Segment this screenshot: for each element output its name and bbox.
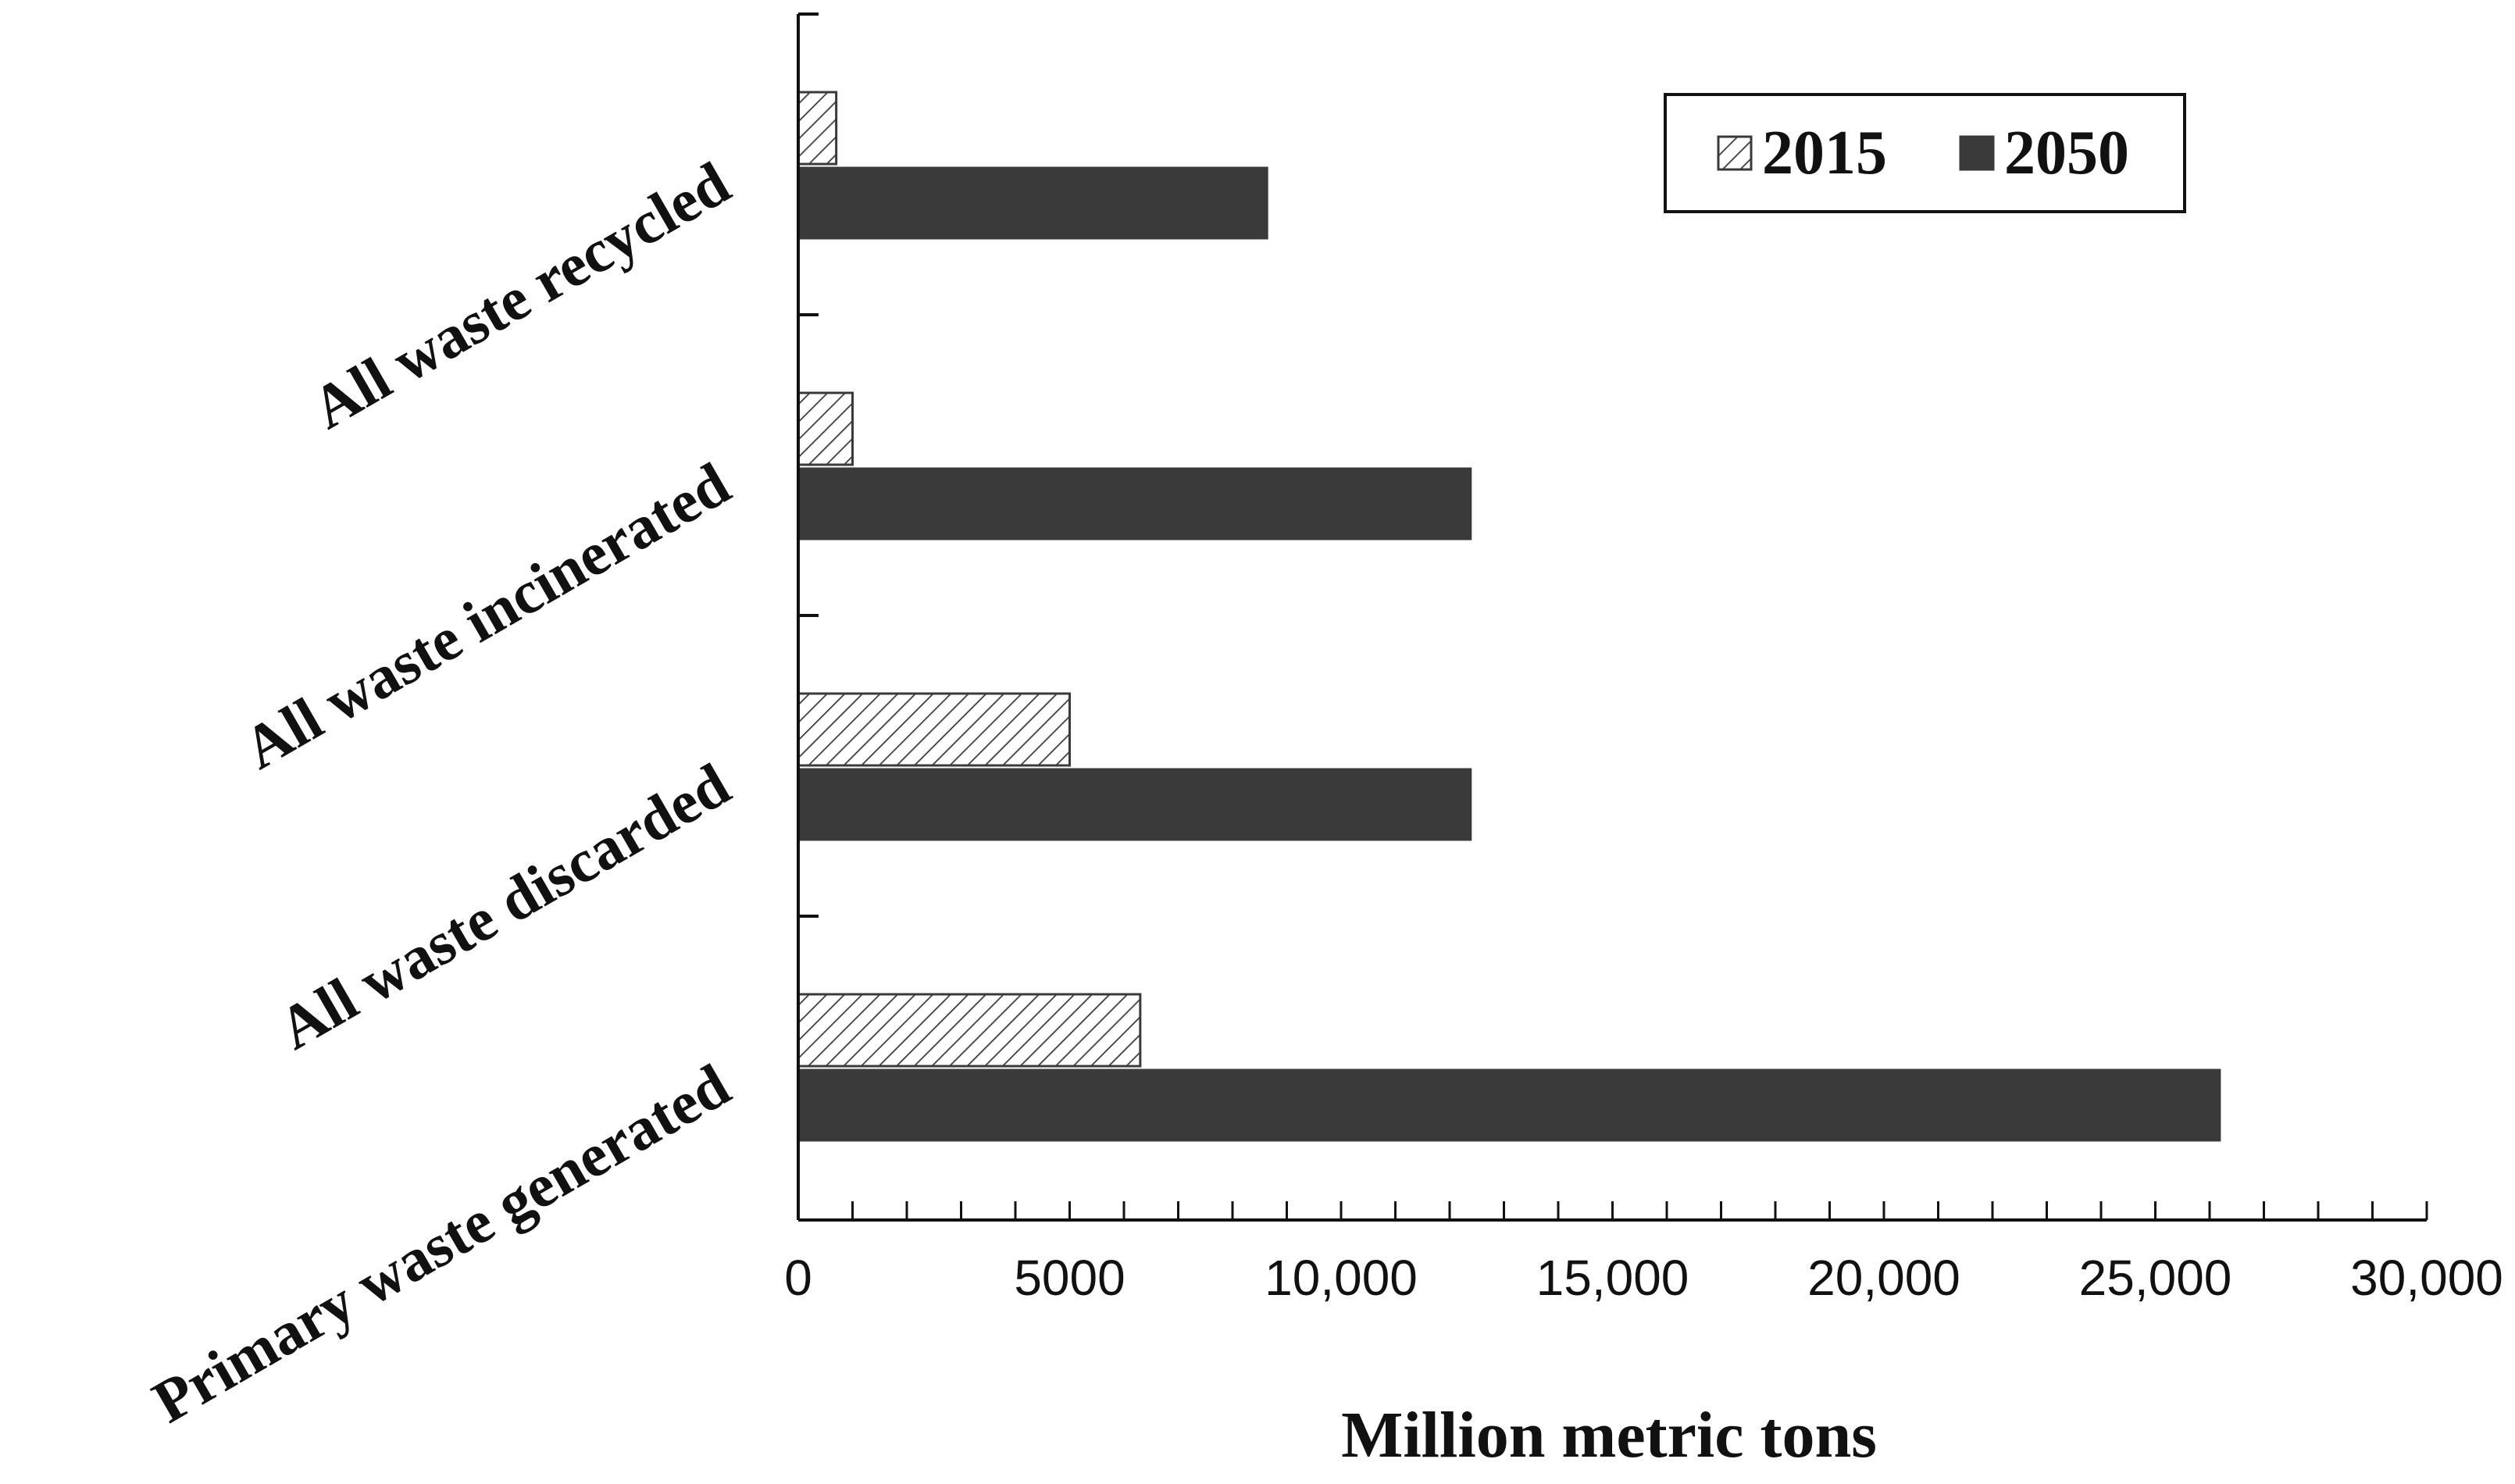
x-axis-label: Million metric tons — [1341, 1399, 1877, 1472]
bar-2015-primary-waste-generated — [797, 993, 1142, 1068]
legend-swatch-2015 — [1717, 135, 1753, 171]
bar-2050-all-waste-discarded — [797, 768, 1472, 841]
bar-2050-all-waste-recycled — [797, 166, 1268, 240]
x-tick-label-30-000: 30,000 — [2350, 1250, 2503, 1306]
bar-2050-primary-waste-generated — [797, 1068, 2221, 1142]
x-tick-label-20-000: 20,000 — [1807, 1250, 1960, 1306]
legend-swatch-2050 — [1959, 135, 1995, 171]
x-tick-label-5000: 5000 — [1014, 1250, 1125, 1306]
bar-2015-all-waste-recycled — [797, 91, 838, 166]
plot-area: 0 5000 10,000 15,000 20,000 25,000 30,000 All w… — [141, 12, 2503, 1436]
bar-2050-all-waste-incinerated — [797, 467, 1472, 540]
legend: 2015 2050 — [1664, 93, 2186, 213]
category-label-all-waste-discarded: All waste discarded — [267, 750, 740, 1062]
category-label-primary-waste-generated: Primary waste generated — [141, 1051, 741, 1436]
x-tick-label-10-000: 10,000 — [1265, 1250, 1418, 1306]
legend-label-2015: 2015 — [1762, 119, 1887, 187]
x-tick-label-25-000: 25,000 — [2079, 1250, 2232, 1306]
legend-label-2050: 2050 — [2004, 119, 2129, 187]
x-tick-label-15-000: 15,000 — [1536, 1250, 1689, 1306]
bar-2015-all-waste-discarded — [797, 692, 1071, 767]
bar-2015-all-waste-incinerated — [797, 391, 854, 466]
category-label-all-waste-recycled: All waste recycled — [301, 148, 741, 442]
category-label-all-waste-incinerated: All waste incinerated — [232, 449, 740, 782]
x-tick-label-0: 0 — [784, 1250, 812, 1306]
